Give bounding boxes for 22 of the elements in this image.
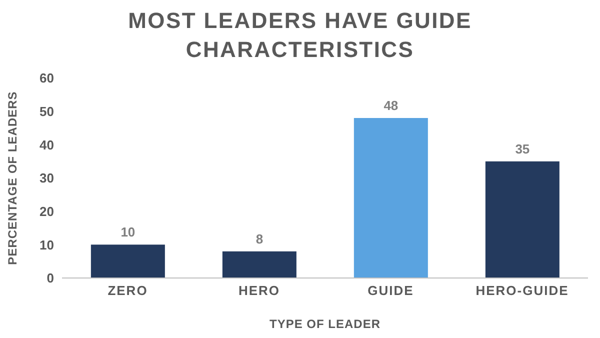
y-tick-label: 20 (40, 204, 54, 219)
y-axis-title: PERCENTAGE OF LEADERS (5, 91, 20, 265)
bar (222, 251, 296, 278)
bar (90, 244, 165, 278)
chart-title: MOST LEADERS HAVE GUIDE CHARACTERISTICS (127, 7, 473, 64)
y-tick-label: 30 (40, 170, 54, 186)
y-tick-label: 40 (40, 137, 54, 152)
y-tick-label: 50 (40, 104, 54, 119)
x-tick-label: GUIDE (368, 283, 414, 298)
y-tick-label: 10 (40, 237, 54, 252)
data-label: 35 (515, 141, 530, 156)
data-label: 48 (384, 98, 398, 113)
data-label: 8 (256, 231, 264, 246)
bar (354, 118, 428, 278)
y-tick-label: 0 (46, 270, 54, 286)
x-axis-title: TYPE OF LEADER (269, 317, 381, 331)
y-tick-label: 60 (40, 70, 54, 86)
data-label: 10 (120, 224, 136, 240)
bar (485, 161, 560, 278)
x-tick-label: HERO-GUIDE (476, 283, 569, 298)
x-tick-label: ZERO (108, 283, 148, 298)
x-tick-label: HERO (238, 283, 280, 298)
